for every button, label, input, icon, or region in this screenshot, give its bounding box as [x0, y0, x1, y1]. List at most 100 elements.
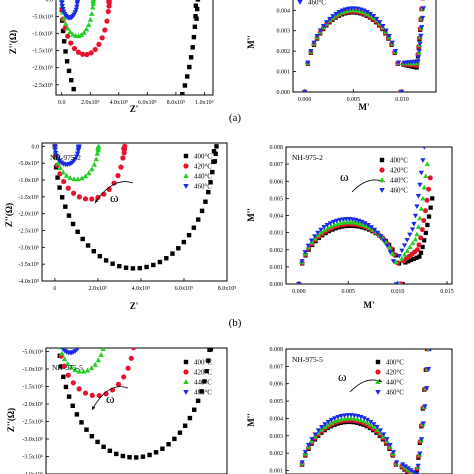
data-point — [61, 15, 67, 21]
data-point — [393, 282, 400, 284]
data-point — [56, 332, 61, 337]
series-400C — [59, 0, 201, 158]
x-tick-label: 6.0x10⁵ — [175, 286, 194, 292]
data-point — [400, 462, 406, 468]
data-point — [364, 420, 370, 425]
data-point — [211, 149, 217, 154]
data-point — [328, 420, 335, 425]
y-tick-label: -4.0x10⁵ — [18, 279, 39, 285]
series-440C — [299, 349, 432, 474]
data-point — [393, 259, 399, 265]
series-420C — [58, 331, 138, 399]
y-tick-label: 0.007 — [270, 162, 284, 168]
data-point — [392, 48, 399, 54]
data-layer — [302, 0, 427, 92]
legend-label: 460°C — [386, 389, 404, 397]
data-point — [386, 33, 392, 39]
x-tick-label: 2.0x10⁵ — [81, 100, 100, 106]
chart-b-z: -4.0x10⁵ -3.5x10⁵ -3.0x10⁵ -2.5x10⁵ -2.0x10⁵… — [4, 142, 236, 311]
data-point — [381, 238, 387, 244]
data-point — [351, 416, 357, 421]
data-point — [308, 48, 314, 54]
data-point — [82, 173, 89, 179]
data-point — [118, 164, 124, 170]
data-point — [424, 386, 430, 391]
data-point — [106, 0, 113, 3]
data-layer — [299, 349, 432, 474]
data-point — [312, 432, 318, 438]
data-point — [191, 225, 197, 230]
data-point — [95, 439, 100, 445]
data-point — [77, 348, 80, 350]
data-point — [422, 404, 428, 409]
data-point — [348, 415, 354, 421]
data-point — [365, 223, 371, 228]
data-point — [56, 331, 61, 336]
y-tick-label: 0.006 — [270, 382, 284, 388]
data-point — [327, 16, 333, 22]
x-axis-label: M' — [364, 300, 375, 310]
data-point — [423, 0, 425, 1]
y-tick-label: 0.005 — [270, 399, 284, 405]
data-point — [59, 364, 64, 369]
data-layer — [58, 0, 201, 158]
data-point — [110, 261, 115, 266]
data-point — [68, 40, 74, 46]
data-point — [56, 332, 60, 336]
data-point — [87, 16, 94, 22]
y-tick-label: -1.5x10⁵ — [22, 385, 43, 391]
data-point — [418, 250, 424, 255]
data-point — [417, 215, 423, 221]
omega-arrowhead — [92, 406, 96, 410]
x-tick-label: 2.0x10⁵ — [89, 286, 108, 292]
data-point — [415, 463, 421, 469]
legend-label: 460°C — [390, 187, 408, 195]
data-point — [61, 356, 68, 362]
y-tick-label: -1.5x10⁵ — [32, 49, 53, 55]
plot-frame — [45, 347, 228, 474]
data-point — [68, 364, 74, 370]
data-point — [396, 254, 402, 259]
legend-label: 440°C — [386, 379, 404, 387]
y-tick-label: 0.008 — [270, 347, 284, 353]
data-point — [364, 9, 370, 15]
data-point — [133, 331, 138, 336]
data-point — [383, 28, 389, 34]
data-point — [114, 451, 119, 457]
data-point — [151, 262, 156, 268]
legend: 400°C 420°C 440°C 460°C — [183, 359, 212, 397]
data-point — [324, 223, 330, 228]
data-point — [208, 337, 212, 341]
y-tick-label: 0.0 — [32, 144, 40, 150]
data-point — [358, 414, 364, 420]
data-point — [91, 249, 96, 254]
legend-label: 460°C — [194, 389, 212, 397]
data-point — [167, 122, 171, 126]
legend-label: 420°C — [194, 163, 212, 171]
series-440C — [56, 331, 106, 374]
data-point — [418, 437, 425, 442]
data-point — [305, 243, 311, 249]
y-tick-label: -3.5x10⁵ — [22, 455, 43, 461]
data-layer — [296, 147, 435, 284]
data-point — [320, 23, 327, 29]
y-tick-label: -5.0x10⁴ — [18, 161, 39, 167]
data-point — [125, 154, 129, 158]
data-point — [195, 398, 201, 404]
data-point — [206, 358, 211, 363]
data-point — [93, 156, 99, 162]
y-axis-label: Z''(Ω) — [4, 203, 14, 227]
data-point — [420, 0, 424, 1]
legend-marker — [183, 369, 189, 375]
data-point — [334, 218, 340, 224]
data-point — [193, 14, 198, 19]
plot-frame — [285, 348, 453, 474]
data-point — [430, 196, 435, 201]
y-axis-label: Z''(Ω) — [8, 30, 18, 54]
data-point — [152, 143, 156, 147]
data-point — [402, 464, 409, 469]
x-tick-label: 4.0x10⁵ — [110, 100, 129, 106]
data-point — [132, 339, 137, 344]
data-point — [81, 29, 87, 35]
data-point — [57, 171, 63, 177]
